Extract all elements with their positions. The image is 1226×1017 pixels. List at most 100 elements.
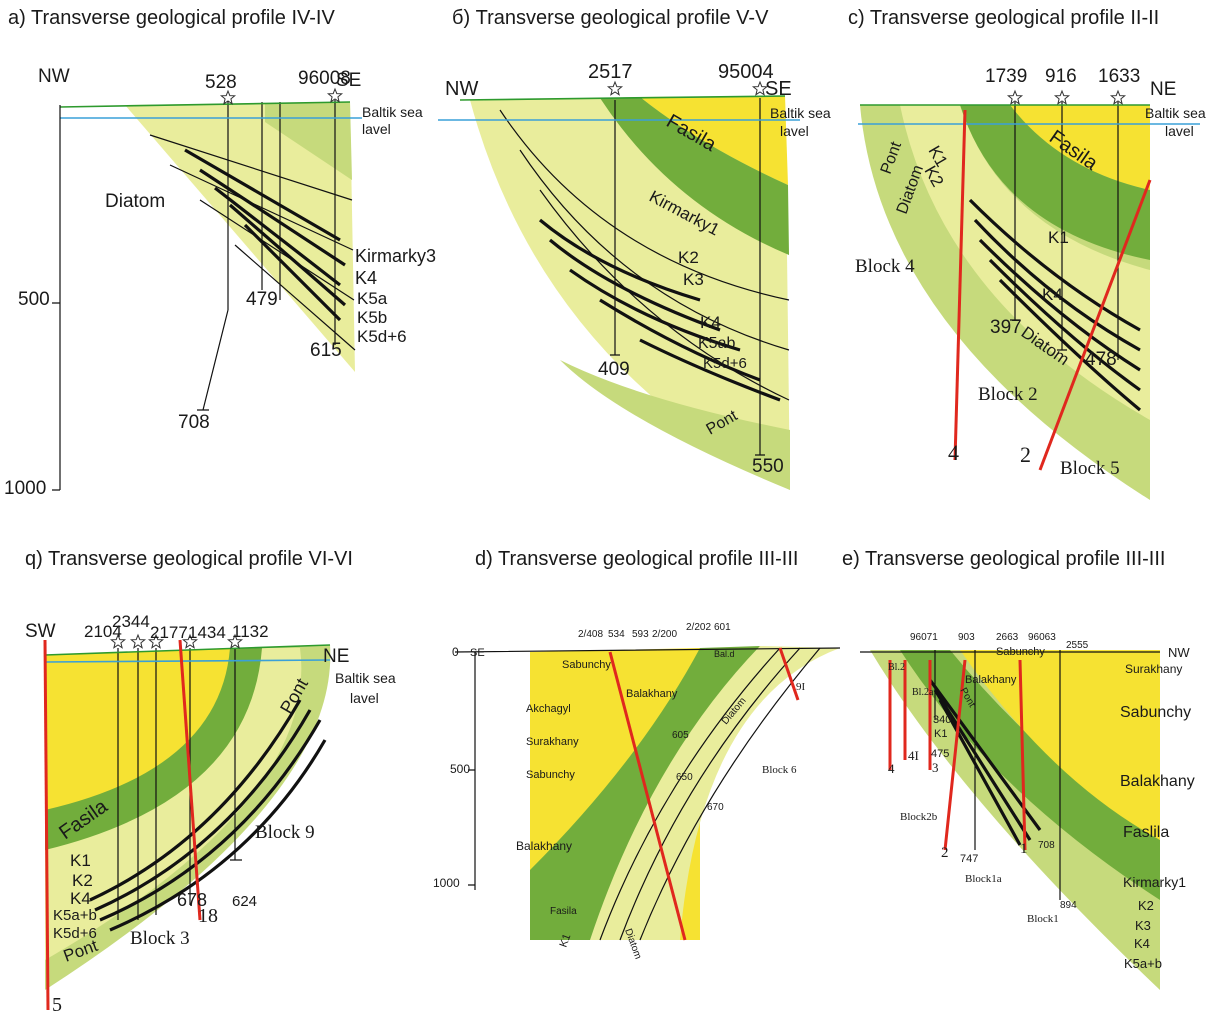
profile-label: 593 <box>632 629 649 640</box>
profile-label: 1633 <box>1098 66 1140 87</box>
profile-label: Baltik sea <box>770 105 831 121</box>
profile-label: K1 <box>934 728 947 740</box>
profile-label: Balakhany <box>965 674 1017 686</box>
profile-label: K2 <box>72 871 93 890</box>
profile-label: 2177 <box>150 623 188 642</box>
profile-label: 2/408 <box>578 629 603 640</box>
profile-label: Balakhany <box>626 688 678 700</box>
profile-label: Sabunchy <box>526 769 575 781</box>
profile-label: 478 <box>1085 349 1117 370</box>
profile-label: 650 <box>676 772 693 783</box>
profile-label: K5d+6 <box>357 327 407 346</box>
profile-label: NE <box>1150 79 1176 100</box>
profile-label: 1000 <box>433 876 460 890</box>
profile-label: Baltik sea <box>362 104 423 120</box>
well-star <box>131 635 144 648</box>
profile-label: 2 <box>1020 442 1031 467</box>
profile-label: Faslila <box>1123 824 1169 841</box>
panel-title: d) Transverse geological profile III-III <box>475 548 798 570</box>
profile-label: 624 <box>232 893 257 910</box>
profile-label: NW <box>38 66 70 87</box>
profile-label: 2/202 <box>686 622 711 633</box>
panel-title: a) Transverse geological profile IV-IV <box>8 7 335 29</box>
profile-label: SE <box>765 78 792 100</box>
profile-label: 1 <box>1020 841 1028 857</box>
profile-label: 894 <box>1060 900 1077 911</box>
panel-c-drawing <box>858 102 1200 500</box>
profile-label: 708 <box>178 412 210 433</box>
profile-label: 340 <box>933 714 951 726</box>
profile-label: Sabunchy <box>562 659 611 671</box>
profile-label: Block1 <box>1027 913 1059 925</box>
profile-label: 2555 <box>1066 640 1089 651</box>
profile-label: 550 <box>752 456 784 477</box>
profile-label: 1739 <box>985 66 1027 87</box>
profile-label: 708 <box>1038 840 1055 851</box>
profile-label: 479 <box>246 289 278 310</box>
panel-b-drawing <box>438 96 800 490</box>
profile-label: 2 <box>941 845 949 861</box>
profile-label: K5a <box>357 289 388 308</box>
profile-label: lavel <box>350 690 379 706</box>
profile-label: Sabunchy <box>996 646 1045 658</box>
profile-label: K3 <box>683 270 704 289</box>
profile-label: K5d+6 <box>703 355 747 372</box>
profile-label: SW <box>25 621 56 642</box>
well-star <box>608 82 621 95</box>
profile-label: K4 <box>355 268 377 288</box>
profile-label: 96071 <box>910 632 938 643</box>
profile-label: 601 <box>714 622 731 633</box>
profile-label: K2 <box>678 248 699 267</box>
profile-label: Block 5 <box>1060 458 1120 479</box>
profile-label: Baltik sea <box>1145 105 1206 121</box>
profile-label: K4 <box>70 889 91 908</box>
profile-label: 1132 <box>232 622 269 641</box>
profile-label: Block 2 <box>978 384 1038 405</box>
profile-label: Baltik sea <box>335 670 396 686</box>
profile-label: 3 <box>932 760 939 775</box>
profile-label: 18 <box>198 905 218 927</box>
panel-title: e) Transverse geological profile III-III <box>842 548 1165 570</box>
well-star <box>1055 91 1068 104</box>
profile-label: Block 9 <box>255 822 315 843</box>
profile-label: Block1a <box>965 873 1002 885</box>
profile-label: K5ab <box>698 335 735 352</box>
profile-label: Bal.d <box>714 649 735 659</box>
panel-title: q) Transverse geological profile VI-VI <box>25 548 353 570</box>
profile-label: 2517 <box>588 61 633 83</box>
profile-label: Fasila <box>550 906 577 917</box>
figure: a) Transverse geological profile IV-IV NW… <box>0 0 1226 1017</box>
profile-label: K5a+b <box>1124 956 1162 971</box>
profile-label: lavel <box>1165 123 1194 139</box>
panel-title: c) Transverse geological profile II-II <box>848 7 1159 29</box>
profile-label: K4 <box>1134 936 1150 951</box>
well-star <box>1111 91 1124 104</box>
profile-label: 5 <box>52 994 62 1016</box>
profile-label: 397 <box>990 317 1022 338</box>
profile-label: Kirmarky3 <box>355 246 436 266</box>
profile-label: lavel <box>780 123 809 139</box>
profile-label: Bl.2a <box>912 687 934 698</box>
profile-label: 605 <box>672 730 689 741</box>
profile-label: 2663 <box>996 632 1019 643</box>
profile-label: 1434 <box>188 623 226 642</box>
profile-label: 9I <box>796 681 806 693</box>
profile-label: 534 <box>608 629 625 640</box>
profile-label: K3 <box>1135 918 1151 933</box>
profile-label: 4 <box>948 440 959 465</box>
profile-label: NW <box>445 78 478 100</box>
profile-label: Sabunchy <box>1120 704 1191 721</box>
profile-label: Block 6 <box>762 764 797 776</box>
profile-label: 475 <box>931 748 949 760</box>
profile-label: 0 <box>452 645 459 659</box>
profile-label: Block2b <box>900 811 938 823</box>
profile-label: 500 <box>18 289 50 310</box>
profile-label: K4 <box>700 313 721 332</box>
profile-label: NE <box>323 646 349 667</box>
profile-label: 409 <box>598 359 630 380</box>
profile-label: 1000 <box>4 478 46 499</box>
profile-label: 500 <box>450 762 470 776</box>
profile-label: Block 4 <box>855 256 915 277</box>
profile-label: Diatom <box>105 191 165 212</box>
profile-label: lavel <box>362 121 391 137</box>
